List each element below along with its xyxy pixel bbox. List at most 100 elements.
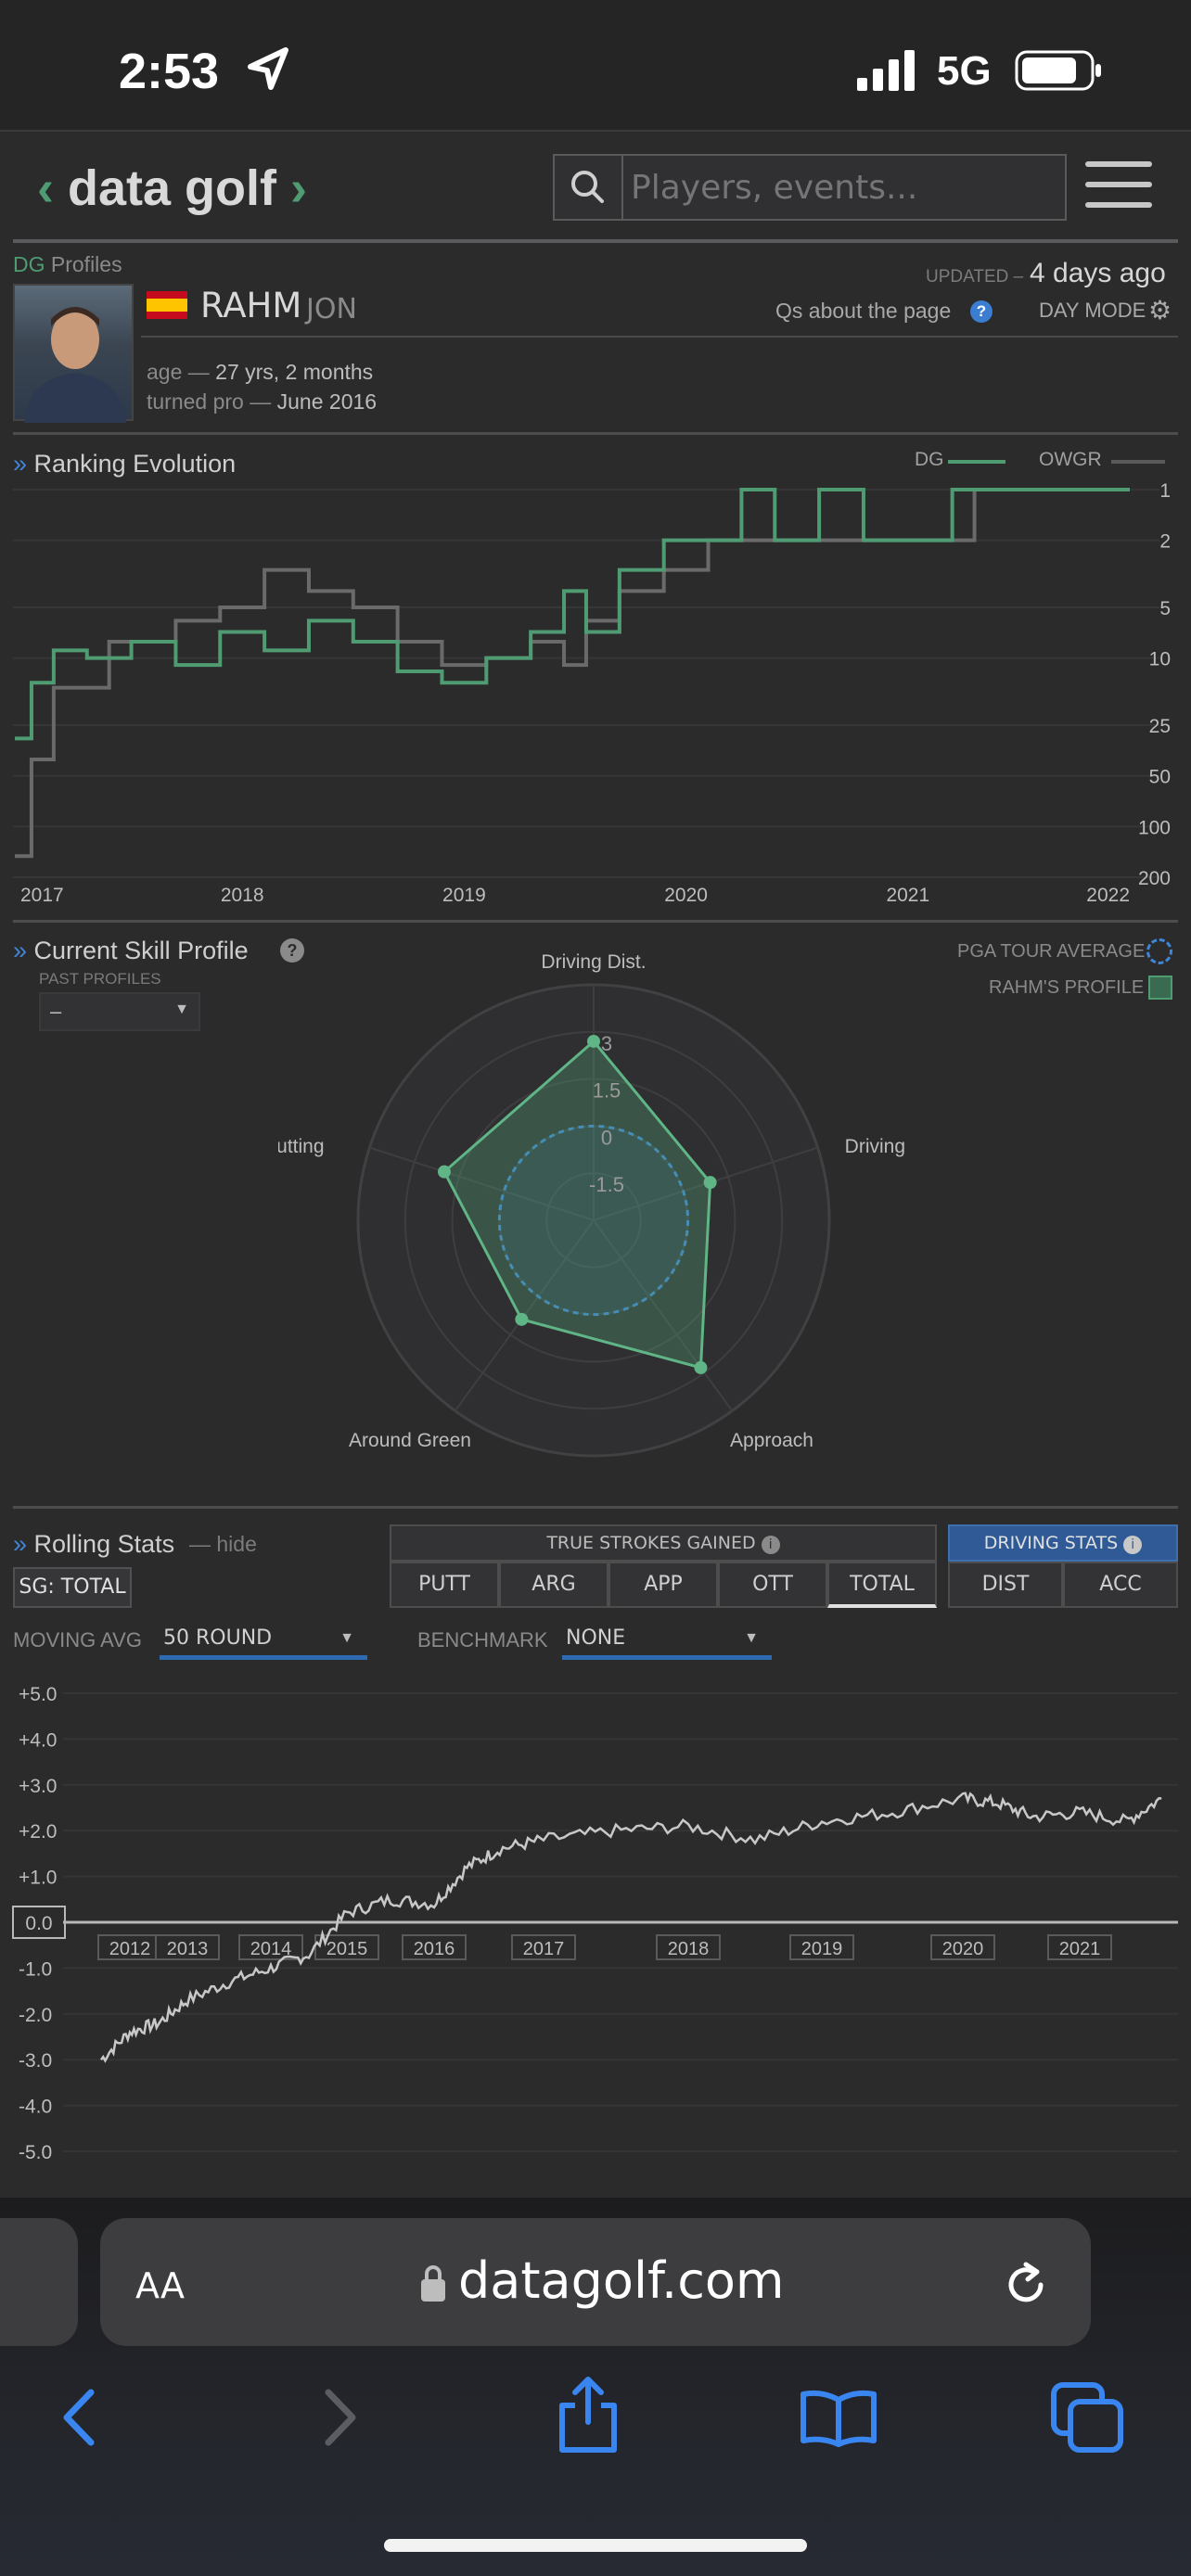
player-first-name: JON [306,293,357,325]
x-tick-box [238,1934,303,1960]
x-tick-label: 2020 [942,1939,984,1959]
y-tick-label: +2.0 [19,1821,57,1843]
radar-point [515,1312,529,1326]
home-indicator [384,2539,807,2552]
back-icon[interactable] [54,2385,106,2450]
qs-about-page-link[interactable]: Qs about the page [775,299,952,323]
x-tick-label: 2021 [886,885,929,906]
benchmark-dropdown[interactable]: NONE ▼ [562,1621,772,1660]
legend-owgr: OWGR [1039,449,1102,470]
radar-category-label: Approach [730,1430,813,1451]
turned-pro-row: turned pro — June 2016 [147,389,378,414]
header-divider [0,130,1191,132]
skill-radar-chart: 3 1.5 0 -1.5 Driving Dist. Driving Acc Approac… [278,951,909,1458]
nav-divider [13,239,1178,243]
search-input[interactable] [631,159,1057,215]
tab-dist[interactable]: DIST [948,1562,1063,1608]
tab-acc[interactable]: ACC [1063,1562,1178,1608]
bookmarks-icon[interactable] [798,2387,879,2448]
rolling-section-title: » Rolling Stats [13,1530,175,1558]
x-tick-label: 2020 [664,885,708,906]
tab-putt[interactable]: PUTT [390,1562,499,1608]
x-tick-label: 2018 [668,1939,710,1959]
section-divider [13,920,1178,923]
x-tick-label: 2019 [442,885,486,906]
previous-tab-pill[interactable] [0,2218,78,2346]
search-icon [571,171,604,203]
driving-stats-header: DRIVING STATS i [948,1524,1178,1562]
radar-point [587,1034,600,1048]
moving-avg-label: MOVING AVG [13,1628,142,1651]
tab-ott[interactable]: OTT [718,1562,827,1608]
reload-icon[interactable] [998,2257,1054,2313]
status-bar [0,0,1191,130]
tab-arg[interactable]: ARG [499,1562,608,1608]
tab-total[interactable]: TOTAL [827,1562,937,1608]
player-photo [13,284,134,423]
help-icon[interactable]: ? [280,938,304,963]
chevron-left-icon: ‹ [37,160,68,216]
profile-divider [141,336,1178,338]
x-tick-label: 2017 [20,885,64,906]
tabs-icon[interactable] [1048,2379,1126,2455]
hide-link[interactable]: — hide [189,1532,257,1556]
help-icon[interactable]: ? [970,300,992,323]
x-tick-box [155,1934,220,1960]
x-tick-box [402,1934,467,1960]
day-mode-toggle[interactable]: DAY MODE [1039,299,1146,322]
reader-aa-button[interactable]: AA [135,2265,186,2306]
tab-app[interactable]: APP [608,1562,718,1608]
radar-spoke [369,1146,595,1221]
radar-point [694,1360,708,1374]
y-tick-label: 25 [1149,716,1171,737]
info-icon: i [761,1536,780,1554]
y-tick-label: 100 [1138,817,1171,838]
y-tick-label: 5 [1159,598,1171,619]
x-tick-label: 2018 [221,885,264,906]
hamburger-menu-icon[interactable] [1085,159,1156,215]
x-tick-box [511,1934,576,1960]
section-divider [13,1506,1178,1509]
legend-owgr-swatch [1111,460,1165,464]
radar-spoke [593,1219,734,1412]
legend-pga-average: PGA TOUR AVERAGE [957,941,1146,962]
battery-icon [1015,50,1101,91]
chevron-down-icon: ▼ [744,1630,759,1646]
section-divider [13,432,1178,435]
ranking-section-title: » Ranking Evolution [13,450,237,478]
series-line-owgr [15,488,1130,859]
forward-icon[interactable] [314,2385,365,2450]
legend-pga-average-swatch [1146,938,1172,964]
y-tick-label: 10 [1149,649,1171,670]
profiles-label: DG Profiles [13,252,122,276]
lock-icon [421,2265,445,2302]
legend-dg-swatch [948,460,1005,464]
y-tick-label: +1.0 [19,1868,57,1889]
url-text: datagolf.com [458,2251,785,2310]
series-line-sg-total [99,1792,1162,2063]
moving-avg-dropdown[interactable]: 50 ROUND ▼ [160,1621,367,1660]
rolling-stats-chart: +5.0 +4.0 +3.0 +2.0 +1.0 0.0 -1.0 -2.0 -3.0 -4.0 -… [12,1684,1178,2163]
x-tick-label: 2022 [1086,885,1130,906]
gear-icon[interactable]: ⚙ [1148,296,1172,325]
x-tick-label: 2013 [167,1939,209,1959]
x-tick-box [1047,1934,1112,1960]
x-tick-label: 2015 [327,1939,368,1959]
skill-section-title: » Current Skill Profile [13,937,249,964]
site-logo[interactable]: ‹ data golf › [37,159,307,217]
past-profiles-dropdown[interactable]: – ▼ [39,992,200,1031]
y-tick-label: -1.0 [19,1958,52,1980]
player-last-name: RAHM [200,286,302,325]
y-tick-label: 200 [1138,868,1171,889]
spain-flag-icon [147,291,187,319]
location-arrow-icon [248,47,288,90]
radar-category-label: Around Green [349,1430,471,1451]
share-icon[interactable] [553,2374,623,2455]
x-tick-label: 2019 [801,1939,843,1959]
radar-category-label: Putting [278,1136,325,1157]
status-time: 2:53 [119,44,220,99]
address-bar[interactable] [100,2218,1091,2346]
updated-label: UPDATED – [926,267,1024,287]
x-tick-label: 2021 [1059,1939,1101,1959]
search-button[interactable] [553,154,623,221]
